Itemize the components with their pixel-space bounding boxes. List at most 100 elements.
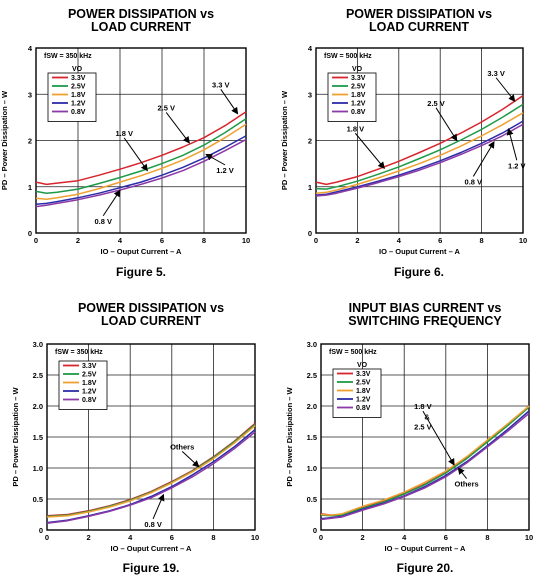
x-tick-label: 10 [242,236,250,245]
series-line-0-8V [46,431,256,524]
legend-header: VO [357,362,368,369]
legend-entry: 3.3V [356,371,371,378]
legend-fsw: fSW = 350 kHz [55,349,103,356]
series-line-1-8V [315,112,524,194]
x-tick-label: 8 [480,236,484,245]
figure-caption: Figure 6. [394,265,444,279]
legend-entry: 1.8V [71,92,86,99]
y-axis-label: PD – Power Dissipation – W [0,90,9,190]
y-tick-label: 2.0 [33,402,43,411]
x-tick-label: 8 [485,533,489,542]
y-tick-label: 0 [313,526,317,535]
legend-entry: 0.8V [71,109,86,116]
x-tick-label: 4 [128,533,133,542]
series-line-1-8V [320,405,530,516]
y-tick-label: 3.0 [33,340,43,349]
series-line-1-8V [35,123,247,200]
annotation-label: 0.8 V [144,520,162,529]
y-tick-label: 4 [308,44,313,53]
annotation-label: Others [455,480,479,489]
y-tick-label: 3 [28,90,32,99]
x-tick-label: 8 [211,533,215,542]
y-axis-label: PD – Power Dissipation – W [280,90,289,190]
annotation-arrow [422,410,455,466]
annotation-label: 1.8 V [115,129,133,138]
y-tick-label: 3 [308,90,312,99]
annotation-arrow [472,141,495,177]
annotation-label: Others [170,442,194,451]
plot-frame [320,343,530,531]
annotation-label: 0.8 V [465,177,483,186]
legend-box [47,72,97,122]
legend-entry: 2.5V [71,84,86,91]
annotation-label: 0.8 V [94,217,112,226]
y-axis-label: PD – Power Dissipation – W [11,386,20,486]
annotation-arrow [354,132,385,170]
legend-entry: 1.8V [356,388,371,395]
figure-caption: Figure 5. [116,265,166,279]
y-tick-label: 1 [28,183,32,192]
legend-header: VO [352,66,363,73]
annotation-arrow [220,89,239,115]
y-tick-label: 0.5 [33,495,43,504]
series-line-1-2V [315,120,524,196]
legend-fsw: fSW = 350 kHz [44,53,92,60]
y-tick-label: 1.5 [33,433,43,442]
x-tick-label: 0 [319,533,323,542]
series-line-3-3V [315,94,524,186]
series-line-2-5V [35,118,247,194]
annotation-label: 2.5 V [414,423,432,432]
annotation-label: 3.3 V [487,69,505,78]
legend-entry: 1.2V [82,389,97,396]
figure-caption: Figure 20. [397,561,454,575]
legend-entry: 2.5V [351,84,366,91]
x-tick-label: 0 [314,236,318,245]
y-tick-label: 2.0 [307,402,317,411]
y-tick-label: 2.5 [307,371,317,380]
annotation-label: 1.2 V [216,166,234,175]
legend-entry: 2.5V [82,372,97,379]
x-axis-label: IO – Ouput Current – A [385,544,467,553]
series-line-3-3V [35,111,247,186]
x-tick-label: 2 [361,533,365,542]
annotation-arrow [165,112,190,144]
y-tick-label: 1 [308,183,312,192]
y-tick-label: 0.5 [307,495,317,504]
legend-entry: 3.3V [82,363,97,370]
series-line-2-5V [320,406,530,517]
annotation-arrow [435,107,458,142]
annotation-arrow [495,77,516,102]
legend-entry: 0.8V [356,405,371,412]
x-axis-label: IO – Ouput Current – A [379,247,461,256]
x-tick-label: 10 [251,533,259,542]
annotation-label: 2.5 V [427,99,445,108]
plot-frame [46,343,256,531]
legend-entry: 1.2V [356,397,371,404]
figure-caption: Figure 19. [123,561,180,575]
annotation-label: 1.2 V [508,161,526,170]
plot-frame [315,47,524,234]
series-line-0-8V [320,412,530,521]
legend-entry: 3.3V [71,75,86,82]
y-tick-label: 2 [308,137,312,146]
y-tick-label: 1.5 [307,433,317,442]
x-tick-label: 0 [34,236,38,245]
chart-title-line: POWER DISSIPATION vs [68,7,214,21]
x-axis-label: IO – Ouput Current – A [101,247,183,256]
legend-box [58,360,108,410]
legend-header: VO [72,66,83,73]
x-tick-label: 4 [118,236,123,245]
y-tick-label: 2.5 [33,371,43,380]
x-tick-label: 10 [525,533,533,542]
series-line-1-8V [46,425,256,518]
y-tick-label: 0 [39,526,43,535]
legend-entry: 2.5V [356,380,371,387]
x-tick-label: 6 [160,236,164,245]
y-tick-label: 0 [308,229,312,238]
x-tick-label: 4 [397,236,402,245]
x-tick-label: 2 [355,236,359,245]
x-tick-label: 2 [87,533,91,542]
legend-box [332,368,382,418]
